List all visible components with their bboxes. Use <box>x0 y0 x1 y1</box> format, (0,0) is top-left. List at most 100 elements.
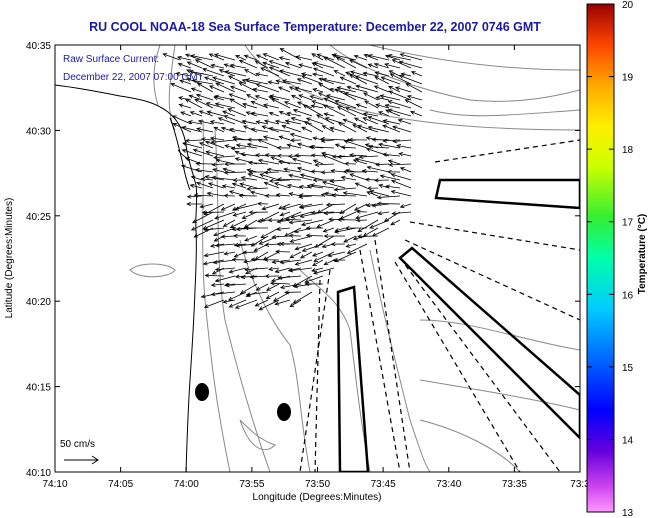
current-vector <box>380 76 401 85</box>
current-vector <box>278 135 291 141</box>
current-vector <box>334 99 357 109</box>
current-vector <box>333 187 357 192</box>
current-vector <box>282 79 302 85</box>
current-vector <box>398 152 412 157</box>
current-vector <box>228 190 247 197</box>
current-vector <box>232 211 247 217</box>
current-vector <box>220 203 236 211</box>
current-vector <box>382 119 401 125</box>
current-vector <box>217 117 236 125</box>
current-vector <box>235 243 258 248</box>
current-vector <box>286 111 302 117</box>
current-vector <box>250 127 269 133</box>
current-vector <box>311 53 324 61</box>
current-vector <box>271 234 291 240</box>
current-vector <box>278 203 291 210</box>
current-vector <box>175 71 192 77</box>
current-vector <box>283 167 302 173</box>
current-vector <box>373 178 390 183</box>
current-vector <box>332 258 346 263</box>
current-vector <box>310 144 335 150</box>
current-vector <box>179 79 192 85</box>
current-vector <box>278 56 291 61</box>
current-vector <box>343 235 357 243</box>
current-vector <box>349 70 368 77</box>
current-vector <box>263 181 280 189</box>
current-subtitle-line1: Raw Surface Current: <box>63 54 159 65</box>
current-vector <box>299 251 313 259</box>
current-vector <box>244 267 269 272</box>
current-vector <box>188 94 203 101</box>
current-vector <box>196 127 214 133</box>
current-vector <box>321 125 335 133</box>
current-vector <box>368 144 390 149</box>
current-vector <box>205 150 225 157</box>
current-vector <box>377 211 390 216</box>
current-vector <box>234 274 247 279</box>
current-vector <box>288 173 313 181</box>
current-vector <box>176 55 192 61</box>
current-vector <box>278 111 291 117</box>
current-vector <box>291 157 313 165</box>
current-vector <box>320 136 346 142</box>
current-vector <box>310 153 324 158</box>
current-vector <box>269 94 291 101</box>
current-vector <box>387 159 401 165</box>
current-vector <box>345 243 357 248</box>
current-vector <box>260 227 280 239</box>
current-vector <box>245 78 269 85</box>
current-vector <box>318 77 335 85</box>
current-vector <box>399 53 423 61</box>
current-vector <box>323 56 346 69</box>
current-vector <box>367 54 390 61</box>
current-vector <box>406 94 423 101</box>
current-vector <box>212 259 236 265</box>
current-vector <box>254 299 269 307</box>
current-vector <box>299 173 324 181</box>
current-vector <box>336 154 357 159</box>
current-vector <box>223 170 247 175</box>
current-vector <box>354 157 379 165</box>
current-vector <box>263 257 280 262</box>
scale-arrow <box>64 455 99 465</box>
current-vector <box>357 124 379 133</box>
current-vector <box>290 94 302 101</box>
current-vector <box>378 183 390 189</box>
colorbar-tick-label: 20 <box>622 0 634 11</box>
current-vector <box>289 138 302 143</box>
current-vector <box>279 259 302 265</box>
current-vector <box>262 135 280 141</box>
current-vector <box>325 202 346 207</box>
current-vector <box>385 184 401 189</box>
current-vector <box>321 180 346 189</box>
current-vector <box>246 186 269 191</box>
current-vector <box>264 274 280 279</box>
current-vector <box>228 267 247 274</box>
current-vector <box>234 203 258 211</box>
current-vector <box>248 210 269 215</box>
current-vector <box>375 103 390 109</box>
current-vector <box>190 54 214 61</box>
current-vector <box>254 60 269 69</box>
x-tick-label: 73:45 <box>371 479 396 490</box>
current-vector <box>391 211 412 216</box>
current-vector <box>279 241 302 246</box>
temperature-colorbar <box>586 3 615 513</box>
current-vector <box>354 75 379 85</box>
current-vector <box>192 148 214 157</box>
current-vector <box>288 233 302 238</box>
current-vector <box>354 182 368 189</box>
current-vector <box>342 118 357 125</box>
current-vector <box>388 162 412 167</box>
current-vector <box>264 193 280 198</box>
current-vector <box>238 193 258 198</box>
current-vector <box>202 259 225 266</box>
current-vector <box>274 299 291 306</box>
plot-area <box>55 45 580 472</box>
current-vector <box>210 139 236 145</box>
current-vector <box>206 110 225 117</box>
current-vector <box>220 234 236 239</box>
current-vector <box>210 63 225 69</box>
current-vector <box>322 227 335 233</box>
current-vector <box>255 72 269 77</box>
